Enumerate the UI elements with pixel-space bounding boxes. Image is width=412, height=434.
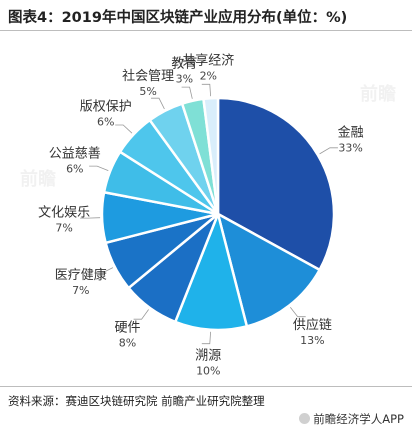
- brand-footer: 前瞻经济学人APP: [299, 411, 404, 427]
- pie-slice-sharing-economy: [202, 96, 220, 215]
- pie-slice-traceability: [173, 209, 249, 332]
- chart-title: 图表4：2019年中国区块链产业应用分布(单位：%): [8, 10, 348, 26]
- leader-line-public-welfare: [89, 165, 109, 171]
- leader-line-healthcare: [94, 267, 114, 274]
- slice-label-sharing-economy: 共享经济: [182, 52, 234, 68]
- source-divider: [0, 386, 412, 387]
- label-leaders: [80, 83, 338, 345]
- leader-line-social-management: [151, 97, 165, 110]
- brand-logo-icon: [299, 413, 311, 424]
- watermark-left: 前瞻: [20, 169, 56, 190]
- brand-name: 前瞻经济学人APP: [313, 412, 404, 426]
- pie-slice-finance: [216, 96, 336, 272]
- slice-label-finance: 金融: [338, 125, 364, 141]
- leader-line-sharing-economy: [201, 83, 211, 97]
- pie-chart: 金融33%供应链13%溯源10%硬件8%医疗健康7%文化娱乐7%公益慈善6%版权…: [38, 52, 364, 377]
- title-divider: [0, 30, 412, 31]
- slice-value-healthcare: 7%: [72, 284, 89, 297]
- leader-line-finance: [319, 147, 338, 155]
- source-note: 资料来源：赛迪区块链研究院 前瞻产业研究院整理: [8, 394, 265, 408]
- leader-line-supply-chain: [289, 306, 306, 318]
- slice-value-education: 3%: [176, 73, 193, 86]
- slice-value-traceability: 10%: [196, 365, 220, 378]
- slice-label-culture-entertainment: 文化娱乐: [38, 206, 90, 221]
- slice-value-culture-entertainment: 7%: [55, 222, 72, 235]
- slice-label-traceability: 溯源: [195, 348, 221, 364]
- slice-value-social-management: 5%: [139, 85, 156, 98]
- leader-line-hardware: [133, 309, 149, 320]
- slice-label-healthcare: 医疗健康: [55, 267, 107, 283]
- slice-value-finance: 33%: [338, 142, 362, 155]
- slice-label-social-management: 社会管理: [122, 68, 174, 84]
- slice-label-supply-chain: 供应链: [293, 317, 332, 333]
- watermark-right: 前瞻: [360, 84, 396, 105]
- leader-line-education: [181, 86, 193, 99]
- slice-labels: 金融33%供应链13%溯源10%硬件8%医疗健康7%文化娱乐7%公益慈善6%版权…: [38, 52, 364, 377]
- slice-label-copyright: 版权保护: [80, 99, 132, 115]
- slice-value-supply-chain: 13%: [300, 334, 324, 347]
- pie-slice-supply-chain: [216, 211, 322, 328]
- slice-label-public-welfare: 公益慈善: [49, 146, 101, 162]
- slice-label-education: 教育: [171, 56, 197, 72]
- slice-label-hardware: 硬件: [114, 321, 140, 336]
- leader-line-copyright: [115, 124, 133, 134]
- pie-slices: [100, 96, 336, 332]
- slice-value-copyright: 6%: [97, 116, 114, 129]
- slice-value-public-welfare: 6%: [66, 163, 83, 176]
- slice-value-sharing-economy: 2%: [200, 69, 217, 82]
- leader-line-traceability: [201, 331, 211, 345]
- slice-value-hardware: 8%: [119, 337, 136, 350]
